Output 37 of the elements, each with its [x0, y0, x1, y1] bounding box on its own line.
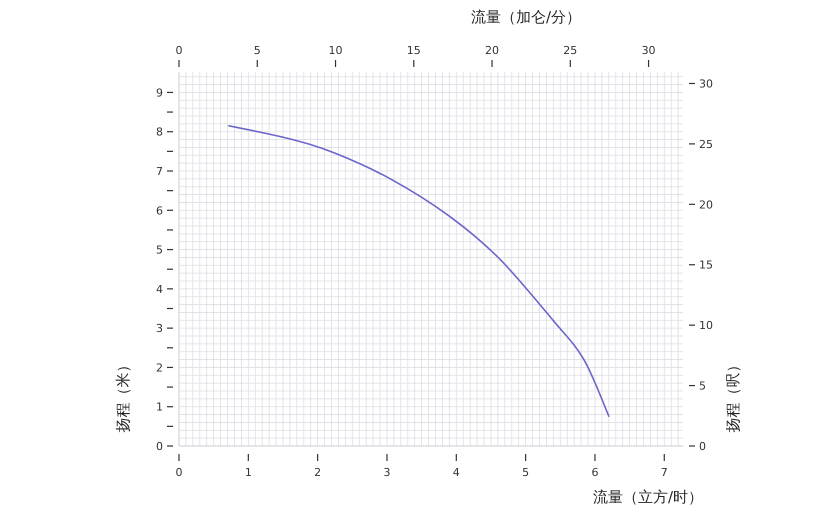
y2-tick-label: 20 [699, 198, 713, 212]
y2-tick-label: 5 [699, 380, 706, 393]
x-axis-title: 流量（立方/时） [592, 488, 704, 506]
x2-tick-label: 15 [406, 44, 421, 57]
x-tick-label: 6 [591, 466, 598, 479]
y-tick-label: 7 [156, 165, 163, 178]
line-series [228, 125, 610, 417]
y-axis-title: 扬程（米） [114, 358, 132, 432]
y-tick-label: 4 [156, 282, 163, 296]
y2-tick-label: 15 [699, 258, 713, 272]
y-tick-label: 5 [156, 244, 163, 257]
x-tick-label: 7 [660, 466, 668, 479]
y-tick-label: 9 [156, 86, 163, 100]
x-tick-label: 1 [244, 466, 252, 479]
y2-tick-label: 30 [699, 77, 713, 90]
x2-tick-label: 0 [176, 44, 182, 57]
x2-tick-label: 20 [485, 44, 500, 57]
x-tick-label: 5 [522, 466, 530, 479]
y2-tick-label: 25 [699, 138, 713, 151]
x2-tick-label: 25 [563, 44, 578, 57]
y-tick-label: 6 [156, 204, 163, 218]
x2-tick-label: 10 [328, 44, 343, 57]
x-tick-label: 3 [383, 466, 390, 479]
x-tick-label: 0 [176, 466, 182, 479]
x2-tick-label: 30 [642, 44, 656, 57]
y2-tick-label: 10 [699, 319, 713, 332]
y-tick-label: 8 [156, 126, 163, 139]
y-tick-label: 1 [156, 400, 163, 414]
y-tick-label: 2 [156, 361, 163, 374]
x2-tick-label: 5 [254, 44, 261, 57]
y-tick-label: 0 [156, 440, 163, 453]
y-tick-label: 3 [156, 322, 163, 336]
x-tick-label: 2 [314, 466, 322, 479]
y2-tick-label: 0 [699, 440, 706, 453]
y2-axis-title: 扬程（呎） [724, 358, 742, 432]
x-tick-label: 4 [452, 466, 460, 479]
x2-axis-title: 流量（加仑/分） [470, 8, 582, 26]
